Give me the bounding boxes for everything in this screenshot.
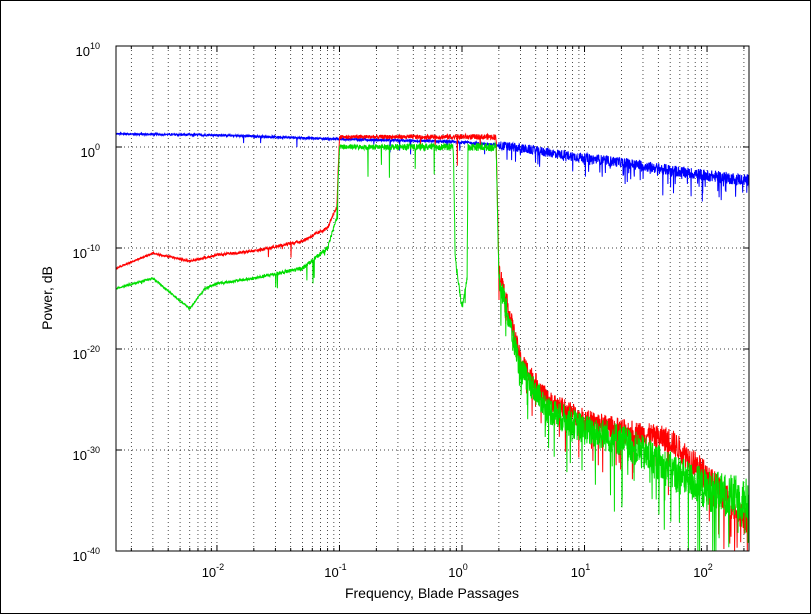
- series-line-3: [115, 141, 750, 552]
- series-line-1: [115, 131, 750, 202]
- x-axis-label: Frequency, Blade Passages: [345, 585, 519, 601]
- tick-label-exponent: -10: [87, 243, 100, 253]
- tick-label-exponent: -30: [87, 445, 100, 455]
- tick-label-base: 10: [76, 44, 90, 59]
- tick-label-exponent: -20: [87, 344, 100, 354]
- tick-label-base: 10: [81, 145, 95, 160]
- tick-label-base: 10: [693, 565, 707, 580]
- x-tick-label: 102: [693, 562, 712, 580]
- axes-box: [115, 45, 750, 552]
- y-tick-label: 10-30: [73, 445, 100, 463]
- tick-label-base: 10: [571, 565, 585, 580]
- tick-label-exponent: 2: [708, 562, 713, 572]
- tick-label-base: 10: [73, 347, 87, 362]
- tick-label-exponent: 10: [90, 41, 100, 51]
- x-tick-label: 100: [448, 562, 467, 580]
- tick-label-exponent: 1: [585, 562, 590, 572]
- tick-label-base: 10: [73, 246, 87, 261]
- x-tick-label: 101: [571, 562, 590, 580]
- grid: [116, 46, 749, 551]
- x-tick-label: 10-2: [202, 562, 224, 580]
- x-tick-label: 10-1: [324, 562, 346, 580]
- tick-label-exponent: 0: [463, 562, 468, 572]
- ticks: [116, 45, 749, 552]
- y-tick-label: 10-20: [73, 344, 100, 362]
- tick-label-base: 10: [73, 448, 87, 463]
- tick-label-base: 10: [448, 565, 462, 580]
- y-tick-label: 1010: [76, 41, 100, 59]
- y-tick-label: 10-10: [73, 243, 100, 261]
- tick-label-exponent: 0: [95, 142, 100, 152]
- y-tick-label: 10-40: [73, 546, 100, 564]
- tick-label-base: 10: [202, 565, 216, 580]
- tick-label-exponent: -2: [216, 562, 224, 572]
- x-tick-labels: 10-2 10-1 100 101 102: [202, 562, 713, 580]
- y-axis-label: Power, dB: [39, 266, 55, 330]
- y-tick-label: 100: [81, 142, 100, 160]
- tick-label-exponent: -40: [87, 546, 100, 556]
- tick-label-base: 10: [324, 565, 338, 580]
- tick-label-exponent: -1: [339, 562, 347, 572]
- series-layer: [115, 131, 750, 552]
- tick-label-base: 10: [73, 549, 87, 564]
